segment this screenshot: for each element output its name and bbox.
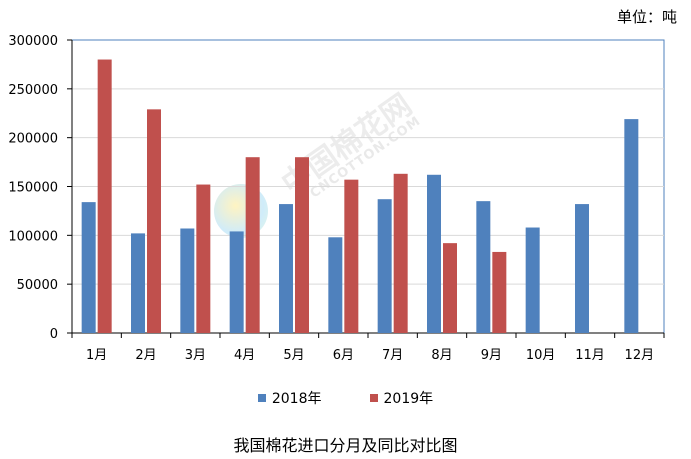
x-tick-label: 11月 — [575, 348, 605, 363]
x-tick-label: 2月 — [135, 348, 156, 363]
y-tick-label: 50000 — [17, 278, 58, 293]
legend-item-2018: 2018年 — [257, 388, 322, 408]
y-tick-label: 0 — [50, 327, 58, 342]
legend-swatch-2019 — [369, 394, 378, 402]
bar-2018-5 — [279, 204, 293, 333]
bar-2019-8 — [443, 243, 457, 333]
bar-2019-4 — [245, 157, 260, 333]
x-tick-label: 6月 — [333, 348, 354, 363]
y-tick-label: 200000 — [8, 132, 58, 147]
x-tick-label: 12月 — [625, 348, 655, 363]
bar-2019-1 — [97, 59, 112, 334]
legend-swatch-2018 — [257, 394, 266, 402]
bar-2018-10 — [525, 227, 540, 333]
bar-2019-9 — [492, 251, 507, 333]
legend-item-2019: 2019年 — [369, 388, 434, 408]
y-tick-label: 300000 — [8, 34, 58, 49]
bar-2018-3 — [180, 228, 195, 333]
bar-2019-5 — [295, 157, 309, 333]
bar-2018-6 — [328, 237, 343, 333]
bar-2018-2 — [131, 233, 145, 333]
legend-label-2018: 2018年 — [271, 391, 322, 407]
x-tick-label: 9月 — [481, 348, 502, 363]
x-tick-label: 10月 — [526, 348, 556, 363]
y-tick-label: 100000 — [8, 229, 58, 244]
bar-2019-3 — [196, 184, 211, 333]
y-tick-label: 150000 — [8, 181, 58, 196]
x-tick-label: 3月 — [185, 348, 206, 363]
bar-2018-9 — [476, 201, 491, 333]
x-tick-label: 4月 — [234, 348, 255, 363]
bar-2018-11 — [575, 204, 589, 333]
x-tick-label: 5月 — [283, 348, 304, 363]
bar-2019-7 — [393, 173, 408, 333]
chart-title: 我国棉花进口分月及同比对比图 — [233, 436, 458, 455]
bar-2019-6 — [344, 179, 359, 333]
bar-2018-4 — [229, 231, 244, 333]
bar-2018-8 — [427, 174, 441, 333]
bar-2018-1 — [81, 202, 96, 333]
legend-label-2019: 2019年 — [383, 391, 434, 407]
chart-legend: 2018年 2019年 — [0, 388, 691, 408]
unit-label: 单位：吨 — [616, 8, 677, 26]
bar-2018-7 — [377, 199, 392, 333]
x-tick-label: 1月 — [86, 348, 107, 363]
bar-2019-2 — [147, 109, 161, 334]
x-tick-label: 7月 — [382, 348, 403, 363]
x-tick-label: 8月 — [431, 348, 452, 363]
y-tick-label: 250000 — [8, 83, 58, 98]
bar-2018-12 — [624, 119, 639, 333]
